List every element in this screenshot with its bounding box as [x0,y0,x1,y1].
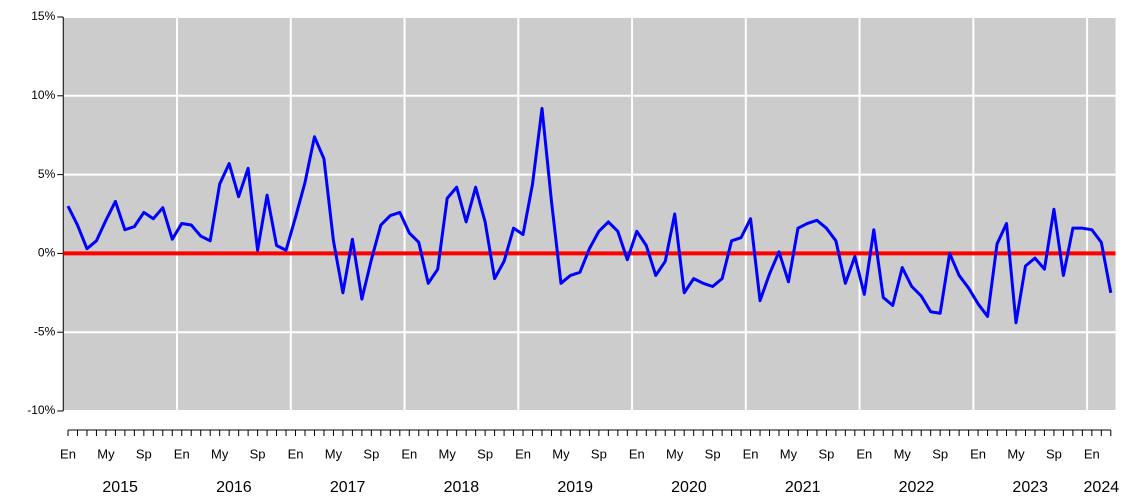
x-tick-label: My [894,446,912,461]
x-tick-label: En [1084,446,1100,461]
x-tick-label: Sp [1046,446,1062,461]
x-tick-label: En [629,446,645,461]
x-tick-label: My [780,446,798,461]
year-label: 2015 [102,479,138,496]
y-tick-label: 0% [38,246,56,260]
x-tick-label: En [174,446,190,461]
year-label: 2018 [444,479,480,496]
x-tick-label: My [211,446,229,461]
plot-background [63,17,1116,411]
data-line [66,106,1113,325]
x-tick-label: My [439,446,457,461]
y-tick-label: 5% [38,167,56,181]
x-tick-label: Sp [705,446,721,461]
x-tick-label: En [515,446,531,461]
y-tick-label: -5% [34,324,56,338]
x-tick-label: Sp [477,446,493,461]
x-tick-label: My [1007,446,1025,461]
y-tick-label: 15% [31,9,55,23]
x-tick-label: Sp [136,446,152,461]
x-tick-label: Sp [250,446,266,461]
x-tick-label: My [325,446,343,461]
x-tick-label: My [97,446,115,461]
y-tick-label: 10% [31,88,55,102]
x-tick-label: Sp [818,446,834,461]
y-tick-label: -10% [27,403,55,417]
x-tick-label: En [970,446,986,461]
x-tick-label: Sp [932,446,948,461]
year-label: 2020 [671,479,707,496]
x-tick-label: En [60,446,76,461]
x-tick-label: My [666,446,684,461]
year-label: 2016 [216,479,252,496]
year-label: 2022 [899,479,935,496]
year-label: 2021 [785,479,821,496]
x-tick-label: Sp [591,446,607,461]
x-tick-label: Sp [363,446,379,461]
year-label: 2024 [1084,479,1120,496]
year-label: 2023 [1012,479,1048,496]
x-tick-label: En [401,446,417,461]
year-label: 2017 [330,479,366,496]
x-tick-label: En [856,446,872,461]
x-tick-label: En [743,446,759,461]
x-tick-label: My [552,446,570,461]
x-tick-label: En [288,446,304,461]
year-label: 2019 [557,479,593,496]
